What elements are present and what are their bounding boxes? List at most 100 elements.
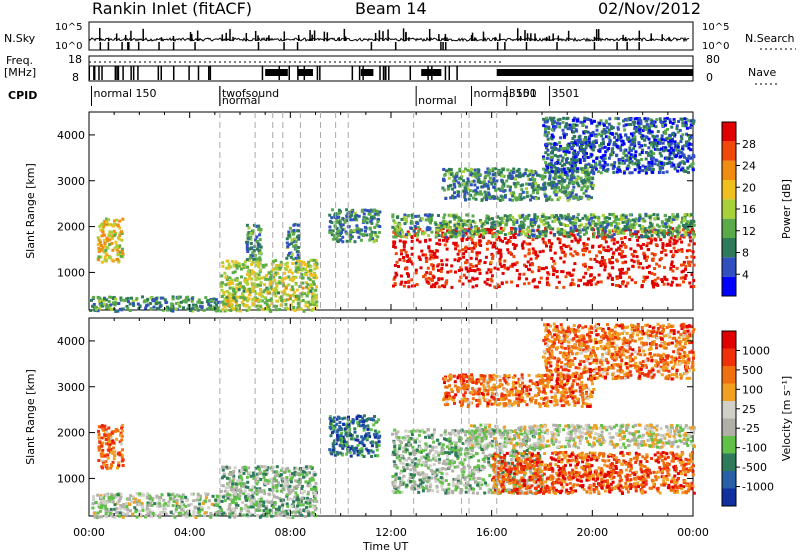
velocity-cell <box>218 505 222 509</box>
power-cell <box>342 227 346 231</box>
power-cell <box>440 267 444 270</box>
power-cell <box>647 137 651 141</box>
power-cell <box>562 167 566 171</box>
power-cell <box>612 213 616 217</box>
y-axis-label: Slant Range [km] <box>24 163 37 259</box>
power-cell <box>238 304 242 307</box>
power-cell <box>619 252 623 256</box>
power-cell <box>99 303 103 307</box>
power-cell <box>532 234 535 238</box>
power-cell <box>661 242 665 246</box>
power-cell <box>512 262 516 266</box>
velocity-cell <box>99 506 103 509</box>
velocity-cell <box>101 448 105 452</box>
velocity-cell <box>187 503 191 507</box>
power-cell <box>554 193 558 197</box>
power-cell <box>248 275 252 278</box>
power-cell <box>589 273 593 277</box>
velocity-cell <box>211 494 215 498</box>
power-cell <box>501 168 505 172</box>
power-cell <box>572 180 576 184</box>
power-cell <box>656 213 660 217</box>
power-cell <box>393 245 397 249</box>
power-cell <box>588 250 592 254</box>
power-cell <box>423 273 427 277</box>
power-cell <box>493 223 497 227</box>
power-cell <box>444 197 448 200</box>
power-cell <box>646 117 650 121</box>
power-cell <box>547 224 551 228</box>
power-cell <box>549 245 552 249</box>
power-cell <box>421 253 425 257</box>
power-cell <box>478 172 482 176</box>
power-cell <box>365 221 369 225</box>
power-cell <box>337 220 341 224</box>
power-cell <box>603 161 607 164</box>
power-cell <box>636 259 640 263</box>
power-cell <box>572 233 576 237</box>
power-cell <box>518 171 522 175</box>
power-cell <box>594 161 598 165</box>
power-cell <box>529 194 533 198</box>
power-cell <box>270 299 274 303</box>
power-cell <box>570 157 574 161</box>
velocity-cell <box>107 496 111 500</box>
power-cell <box>667 218 671 222</box>
power-cell <box>256 276 260 280</box>
power-cell <box>594 134 598 138</box>
power-cell <box>500 187 504 191</box>
power-cell <box>560 173 564 177</box>
velocity-cell <box>178 506 182 509</box>
velocity-cell <box>97 515 101 519</box>
power-cell <box>364 229 367 233</box>
power-cell <box>97 246 101 250</box>
power-cell <box>576 167 580 171</box>
power-cell <box>519 184 523 188</box>
power-cell <box>604 248 608 252</box>
power-cell <box>654 228 658 232</box>
power-cell <box>457 249 461 253</box>
power-cell <box>507 216 511 220</box>
power-cell <box>487 193 491 197</box>
power-cell <box>641 129 645 132</box>
power-cell <box>375 211 379 215</box>
power-cell <box>458 169 462 173</box>
power-cell <box>612 242 616 246</box>
power-cell <box>549 155 553 159</box>
power-cell <box>613 135 617 139</box>
power-cell <box>595 254 599 258</box>
power-cell <box>634 150 638 154</box>
power-cell <box>462 170 466 174</box>
power-cell <box>474 244 477 248</box>
power-cell <box>578 195 582 199</box>
power-cell <box>586 185 590 189</box>
power-cell <box>451 194 455 198</box>
power-cell <box>270 262 274 266</box>
power-cell <box>615 138 619 142</box>
velocity-cell <box>203 513 207 517</box>
power-cell <box>653 162 657 166</box>
power-cell <box>458 184 462 188</box>
power-cell <box>682 153 686 157</box>
power-cell <box>611 261 615 265</box>
power-cell <box>668 153 672 156</box>
power-cell <box>430 263 434 267</box>
velocity-cell <box>106 448 110 452</box>
power-cell <box>567 192 571 196</box>
velocity-cell <box>180 508 183 511</box>
power-cell <box>453 191 456 195</box>
power-cell <box>249 237 253 241</box>
power-cell <box>546 165 550 169</box>
power-cell <box>648 271 651 274</box>
power-cell <box>643 256 647 260</box>
power-cell <box>454 179 458 183</box>
power-cell <box>464 223 468 227</box>
power-cell <box>595 157 599 161</box>
power-cell <box>605 216 609 220</box>
power-cell <box>637 219 641 223</box>
power-cell <box>553 169 557 173</box>
power-cell <box>291 288 295 292</box>
power-cell <box>528 242 532 246</box>
power-cell <box>278 308 282 311</box>
power-cell <box>688 214 692 218</box>
